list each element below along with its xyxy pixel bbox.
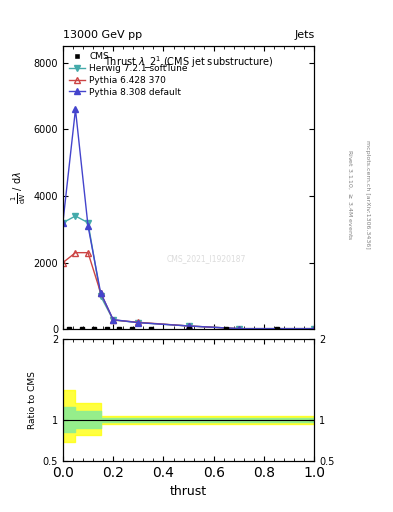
Text: Jets: Jets	[294, 30, 314, 40]
X-axis label: thrust: thrust	[170, 485, 207, 498]
Text: CMS_2021_I1920187: CMS_2021_I1920187	[167, 254, 246, 263]
Text: Thrust $\lambda\_2^1$ (CMS jet substructure): Thrust $\lambda\_2^1$ (CMS jet substruct…	[104, 55, 274, 71]
Text: 13000 GeV pp: 13000 GeV pp	[63, 30, 142, 40]
Y-axis label: $\frac{1}{\mathrm{d}N}$ / $\mathrm{d}\lambda$: $\frac{1}{\mathrm{d}N}$ / $\mathrm{d}\la…	[9, 171, 28, 204]
Text: mcplots.cern.ch [arXiv:1306.3436]: mcplots.cern.ch [arXiv:1306.3436]	[365, 140, 371, 249]
Text: Rivet 3.1.10, $\geq$ 3.4M events: Rivet 3.1.10, $\geq$ 3.4M events	[346, 149, 353, 240]
Y-axis label: Ratio to CMS: Ratio to CMS	[28, 371, 37, 429]
Legend: CMS, Herwig 7.2.1 softTune, Pythia 6.428 370, Pythia 8.308 default: CMS, Herwig 7.2.1 softTune, Pythia 6.428…	[67, 51, 189, 98]
